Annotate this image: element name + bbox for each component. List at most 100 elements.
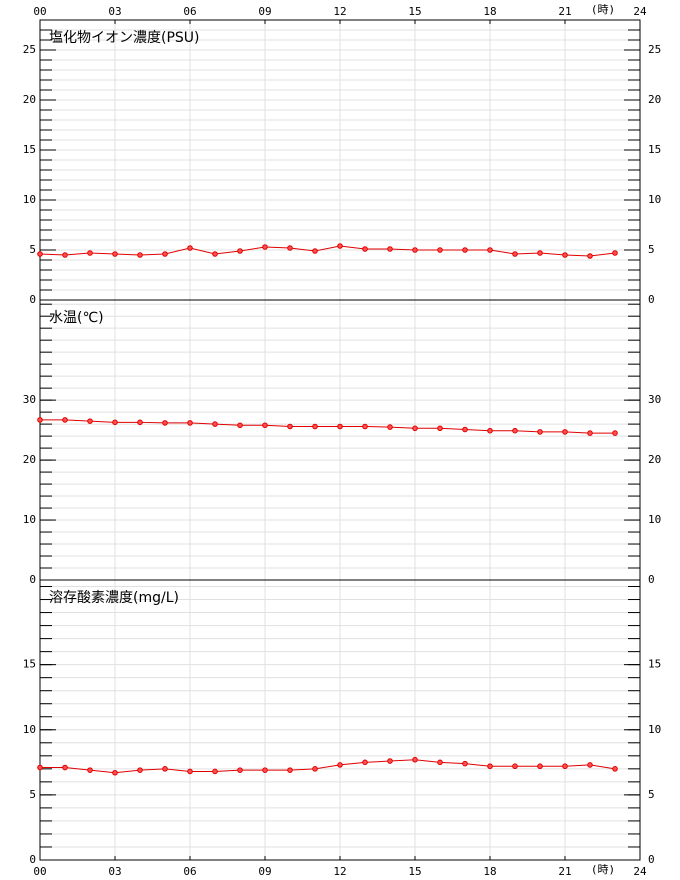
data-point	[112, 251, 118, 257]
x-tick-label: 06	[183, 5, 196, 18]
data-point	[412, 756, 418, 763]
data-point	[237, 422, 243, 429]
y-tick-label: 15	[648, 143, 661, 156]
data-point	[262, 244, 268, 250]
data-point	[237, 248, 243, 254]
data-line	[40, 419, 615, 434]
data-point	[412, 247, 418, 253]
x-tick-label: 18	[483, 5, 496, 18]
x-tick-label: 21	[558, 5, 571, 18]
y-tick-label: 10	[23, 193, 36, 206]
data-point	[62, 252, 68, 258]
data-point	[337, 762, 343, 768]
data-point	[287, 423, 293, 430]
data-point	[587, 253, 593, 259]
x-tick-label: 09	[258, 5, 271, 18]
y-tick-label: 30	[648, 393, 661, 406]
data-point	[562, 429, 568, 435]
data-point	[112, 769, 118, 776]
y-tick-label: 0	[648, 293, 655, 306]
y-tick-label: 10	[23, 723, 36, 736]
data-point	[512, 427, 518, 434]
data-point	[437, 759, 443, 766]
data-point	[562, 763, 568, 770]
data-point	[287, 767, 293, 773]
panel-title: 塩化物イオン濃度(PSU)	[49, 30, 200, 46]
data-point	[612, 430, 618, 436]
data-point	[537, 429, 543, 435]
data-point	[337, 423, 343, 430]
data-point	[537, 250, 543, 256]
panel-title: 溶存酸素濃度(mg/L)	[49, 590, 179, 606]
y-tick-label: 0	[29, 293, 36, 306]
x-tick-label: 15	[408, 5, 421, 18]
data-point	[487, 427, 493, 434]
data-point	[312, 423, 318, 430]
data-point	[512, 251, 518, 257]
data-point	[262, 767, 268, 773]
data-point	[437, 425, 443, 432]
data-point	[187, 420, 193, 426]
data-point	[362, 246, 368, 252]
data-point	[187, 245, 193, 251]
y-tick-label: 10	[648, 723, 661, 736]
x-tick-label: 18	[483, 865, 496, 878]
y-tick-label: 0	[29, 853, 36, 866]
y-tick-label: 0	[648, 573, 655, 586]
data-point	[112, 419, 118, 426]
y-tick-label: 20	[23, 93, 36, 106]
x-tick-label: 15	[408, 865, 421, 878]
x-tick-label: 12	[333, 865, 346, 878]
data-point	[487, 247, 493, 253]
data-point	[37, 764, 43, 771]
y-tick-label: 15	[23, 658, 36, 671]
data-point	[487, 763, 493, 770]
data-point	[587, 430, 593, 436]
y-tick-label: 20	[648, 453, 661, 466]
data-point	[312, 248, 318, 254]
data-point	[562, 252, 568, 258]
data-point	[162, 251, 168, 257]
y-tick-label: 25	[648, 43, 661, 56]
data-point	[37, 251, 43, 257]
y-tick-label: 20	[23, 453, 36, 466]
data-point	[337, 243, 343, 249]
data-point	[412, 425, 418, 432]
y-tick-label: 10	[648, 193, 661, 206]
data-point	[462, 426, 468, 433]
x-axis-label: (時)	[591, 3, 615, 16]
data-point	[587, 762, 593, 768]
x-tick-label: 03	[108, 865, 121, 878]
y-tick-label: 5	[648, 243, 655, 256]
data-point	[212, 768, 218, 775]
x-tick-label: 24	[633, 5, 647, 18]
data-point	[212, 251, 218, 257]
y-tick-label: 5	[29, 243, 36, 256]
data-point	[387, 758, 393, 764]
data-point	[387, 246, 393, 252]
y-tick-label: 10	[23, 513, 36, 526]
data-point	[512, 763, 518, 770]
x-tick-label: 00	[33, 865, 46, 878]
data-point	[62, 764, 68, 771]
x-tick-label: 03	[108, 5, 121, 18]
data-point	[187, 768, 193, 775]
y-tick-label: 25	[23, 43, 36, 56]
data-point	[362, 759, 368, 766]
x-tick-label: 00	[33, 5, 46, 18]
data-line	[39, 245, 616, 257]
y-tick-label: 0	[648, 853, 655, 866]
data-point	[362, 423, 368, 430]
data-point	[312, 766, 318, 772]
data-line	[40, 759, 616, 774]
data-point	[137, 419, 143, 426]
y-tick-label: 15	[648, 658, 661, 671]
data-point	[37, 417, 43, 423]
y-tick-label: 10	[648, 513, 661, 526]
data-point	[87, 767, 93, 773]
data-point	[162, 420, 168, 426]
data-point	[612, 766, 618, 772]
x-tick-label: 09	[258, 865, 271, 878]
y-tick-label: 15	[23, 143, 36, 156]
